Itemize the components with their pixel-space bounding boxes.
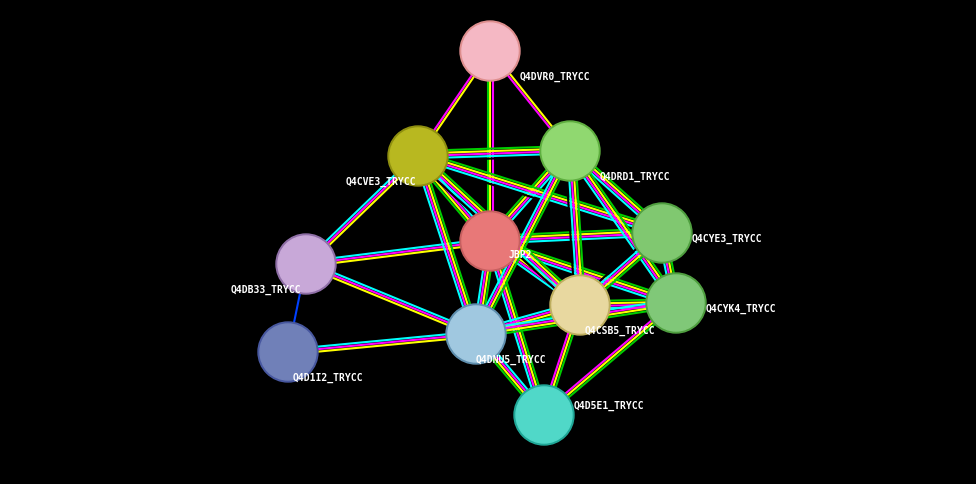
Circle shape: [540, 122, 600, 182]
Circle shape: [390, 129, 446, 184]
Circle shape: [460, 212, 520, 272]
Circle shape: [542, 124, 598, 180]
Text: Q4D5E1_TRYCC: Q4D5E1_TRYCC: [574, 400, 644, 410]
Circle shape: [258, 322, 318, 382]
Text: Q4DB33_TRYCC: Q4DB33_TRYCC: [230, 284, 301, 294]
Circle shape: [514, 385, 574, 445]
Circle shape: [460, 22, 520, 82]
Circle shape: [632, 204, 692, 263]
Text: Q4D1I2_TRYCC: Q4D1I2_TRYCC: [293, 372, 363, 382]
Circle shape: [260, 324, 316, 380]
Text: Q4DNU5_TRYCC: Q4DNU5_TRYCC: [476, 354, 547, 364]
Circle shape: [516, 387, 572, 443]
Text: Q4CYE3_TRYCC: Q4CYE3_TRYCC: [692, 233, 762, 243]
Text: JBP2: JBP2: [508, 249, 532, 259]
Text: Q4CSB5_TRYCC: Q4CSB5_TRYCC: [585, 325, 656, 335]
Text: Q4DVR0_TRYCC: Q4DVR0_TRYCC: [520, 72, 590, 82]
Circle shape: [648, 275, 704, 332]
Circle shape: [462, 213, 518, 270]
Circle shape: [448, 306, 504, 362]
Circle shape: [276, 235, 336, 294]
Circle shape: [646, 273, 706, 333]
Circle shape: [552, 277, 608, 333]
Text: Q4CYK4_TRYCC: Q4CYK4_TRYCC: [706, 303, 777, 314]
Circle shape: [446, 304, 506, 364]
Text: Q4DRD1_TRYCC: Q4DRD1_TRYCC: [600, 171, 671, 182]
Circle shape: [550, 275, 610, 335]
Text: Q4CVE3_TRYCC: Q4CVE3_TRYCC: [346, 176, 416, 187]
Circle shape: [388, 127, 448, 187]
Circle shape: [462, 24, 518, 80]
Circle shape: [278, 237, 334, 292]
Circle shape: [634, 206, 690, 261]
